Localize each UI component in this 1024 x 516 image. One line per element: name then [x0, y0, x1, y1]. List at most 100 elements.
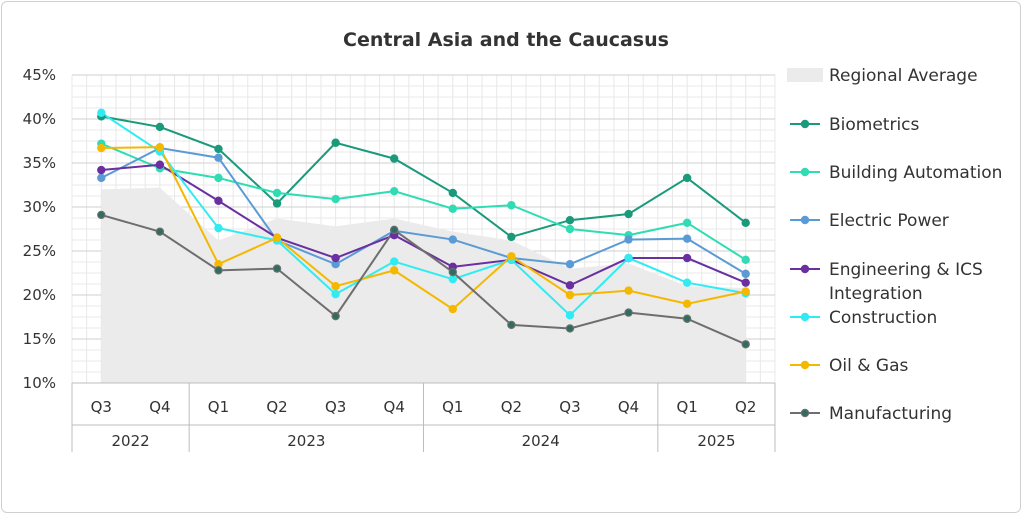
legend-label: Manufacturing [829, 404, 952, 424]
data-point-biometrics [331, 138, 340, 147]
data-point-engineering-ics-integration [214, 196, 223, 206]
year-label: 2025 [697, 432, 735, 450]
data-point-construction [390, 257, 399, 266]
data-point-construction [682, 278, 692, 287]
data-point-construction [331, 289, 340, 299]
data-point-engineering-ics-integration [741, 278, 750, 287]
series-line-manufacturing [101, 213, 747, 346]
data-point-construction [448, 274, 457, 284]
data-point-biometrics [448, 188, 457, 198]
data-point-oil-gas [155, 142, 165, 152]
data-point-manufacturing [97, 210, 106, 220]
data-point-construction [97, 108, 106, 118]
data-point-engineering-ics-integration [97, 165, 106, 175]
data-point-engineering-ics-integration [331, 253, 340, 263]
data-point-manufacturing [272, 264, 282, 273]
data-point-oil-gas [390, 266, 399, 275]
data-point-biometrics [565, 215, 575, 225]
y-tick-label: 15% [23, 330, 56, 348]
data-point-biometrics [155, 122, 165, 132]
data-point-building-automation [741, 255, 750, 264]
x-tick-label: Q2 [266, 398, 287, 416]
legend-label: Construction [829, 308, 937, 328]
legend: Regional Average Biometrics Building Autom… [787, 66, 1002, 424]
y-tick-label: 10% [23, 374, 56, 392]
data-point-biometrics [390, 154, 399, 163]
data-point-engineering-ics-integration [155, 160, 165, 169]
data-point-construction [214, 223, 223, 233]
data-point-building-automation [565, 224, 575, 234]
year-label: 2022 [111, 432, 149, 450]
legend-swatch-marker [800, 312, 810, 322]
data-point-building-automation [448, 204, 457, 213]
year-label: 2024 [522, 432, 560, 450]
x-tick-label: Q3 [559, 398, 580, 416]
data-point-engineering-ics-integration [565, 281, 575, 290]
data-point-manufacturing [448, 267, 457, 277]
legend-swatch-marker [800, 119, 810, 129]
data-point-engineering-ics-integration [682, 253, 692, 263]
data-point-biometrics [624, 209, 633, 219]
data-point-electric-power [448, 235, 457, 244]
series-line-building-automation [100, 142, 747, 261]
legend-label: Electric Power [829, 211, 949, 231]
data-point-manufacturing [565, 324, 575, 333]
data-point-oil-gas [682, 299, 692, 308]
data-point-electric-power [565, 260, 575, 269]
data-point-building-automation [214, 173, 223, 183]
legend-swatch-regional-average [787, 68, 823, 82]
x-tick-label: Q3 [91, 398, 112, 416]
legend-swatch-marker [800, 264, 810, 274]
data-point-manufacturing [624, 308, 633, 317]
y-tick-label: 20% [23, 286, 56, 304]
x-tick-label: Q1 [676, 398, 697, 416]
data-point-electric-power [682, 234, 692, 243]
legend-swatch-marker [800, 167, 810, 177]
data-point-oil-gas [97, 143, 106, 153]
data-point-manufacturing [214, 266, 223, 275]
data-point-construction [565, 311, 575, 320]
data-point-electric-power [97, 173, 106, 183]
data-point-building-automation [272, 188, 282, 198]
series-line-oil-gas [101, 146, 746, 311]
data-point-oil-gas [741, 287, 750, 296]
y-tick-label: 25% [23, 242, 56, 260]
data-point-electric-power [214, 153, 223, 162]
data-point-manufacturing [741, 340, 750, 349]
data-point-oil-gas [272, 233, 282, 242]
data-point-oil-gas [565, 290, 575, 300]
x-tick-label: Q4 [618, 398, 639, 416]
data-point-oil-gas [624, 286, 633, 295]
x-tick-label: Q1 [208, 398, 229, 416]
x-tick-label: Q2 [501, 398, 522, 416]
data-point-building-automation [682, 218, 692, 228]
legend-label: Biometrics [829, 115, 920, 135]
y-tick-label: 30% [23, 198, 56, 216]
data-point-biometrics [507, 232, 516, 242]
series-line-construction [100, 112, 746, 317]
data-point-oil-gas [448, 304, 457, 314]
legend-label: Building Automation [829, 163, 1002, 183]
data-point-construction [624, 253, 633, 263]
data-point-manufacturing [507, 320, 516, 330]
data-point-manufacturing [331, 311, 340, 321]
x-tick-label: Q4 [384, 398, 405, 416]
plot-area: 10% 15% 20% 25% 30% 35% 40% 45% Q3 Q4 Q1 Q2 Q3 Q4 Q1 Q2… [23, 66, 776, 452]
data-point-oil-gas [507, 252, 516, 261]
chart-title: Central Asia and the Caucasus [343, 29, 669, 51]
x-tick-label: Q2 [735, 398, 756, 416]
data-point-building-automation [331, 194, 340, 204]
data-point-biometrics [272, 199, 282, 208]
series-line-electric-power [100, 146, 747, 275]
y-tick-label: 45% [23, 66, 56, 84]
data-point-biometrics [682, 173, 692, 183]
y-tick-label: 35% [23, 154, 56, 172]
year-label: 2023 [287, 432, 325, 450]
data-point-electric-power [741, 269, 750, 279]
data-point-manufacturing [155, 227, 165, 236]
legend-label: Engineering & ICS [829, 260, 983, 280]
legend-label: Oil & Gas [829, 356, 908, 376]
x-tick-label: Q4 [149, 398, 170, 416]
legend-swatch-marker [800, 408, 810, 418]
